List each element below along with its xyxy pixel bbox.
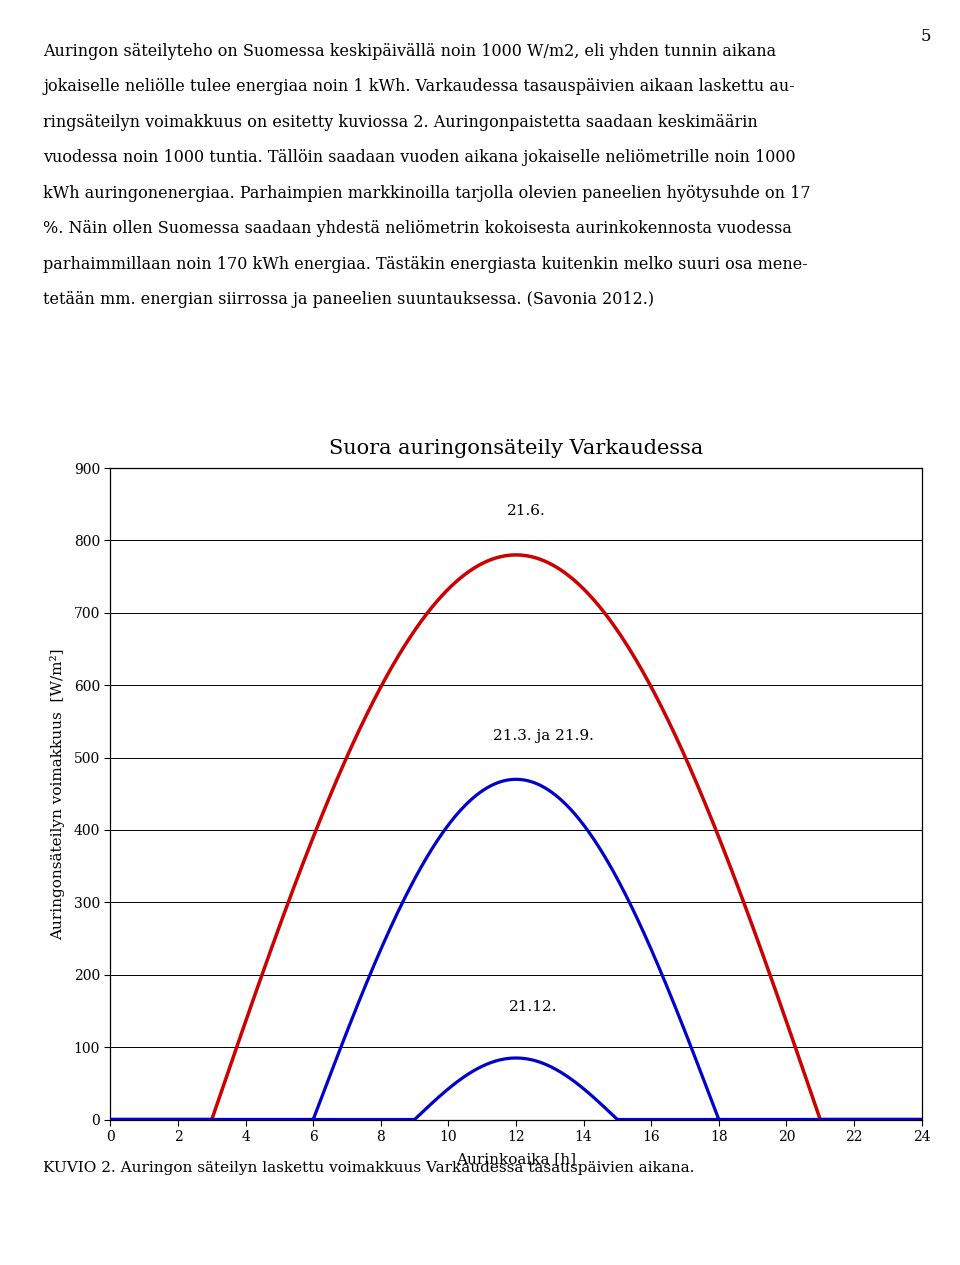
- X-axis label: Aurinkoaika [h]: Aurinkoaika [h]: [456, 1152, 576, 1166]
- Text: tetään mm. energian siirrossa ja paneelien suuntauksessa. (Savonia 2012.): tetään mm. energian siirrossa ja paneeli…: [43, 291, 655, 307]
- Text: 21.3. ja 21.9.: 21.3. ja 21.9.: [492, 729, 593, 743]
- Text: 5: 5: [921, 28, 931, 44]
- Text: ringsäteilyn voimakkuus on esitetty kuviossa 2. Auringonpaistetta saadaan keskim: ringsäteilyn voimakkuus on esitetty kuvi…: [43, 114, 758, 130]
- Text: parhaimmillaan noin 170 kWh energiaa. Tästäkin energiasta kuitenkin melko suuri : parhaimmillaan noin 170 kWh energiaa. Tä…: [43, 256, 808, 272]
- Text: KUVIO 2. Auringon säteilyn laskettu voimakkuus Varkaudessa tasauspäivien aikana.: KUVIO 2. Auringon säteilyn laskettu voim…: [43, 1161, 695, 1175]
- Text: 21.12.: 21.12.: [509, 1001, 557, 1015]
- Text: kWh auringonenergiaa. Parhaimpien markkinoilla tarjolla olevien paneelien hyötys: kWh auringonenergiaa. Parhaimpien markki…: [43, 185, 811, 201]
- Text: 21.6.: 21.6.: [507, 505, 545, 519]
- Text: vuodessa noin 1000 tuntia. Tällöin saadaan vuoden aikana jokaiselle neliömetrill: vuodessa noin 1000 tuntia. Tällöin saada…: [43, 149, 796, 166]
- Title: Suora auringonsäteily Varkaudessa: Suora auringonsäteily Varkaudessa: [329, 439, 703, 458]
- Text: %. Näin ollen Suomessa saadaan yhdestä neliömetrin kokoisesta aurinkokennosta vu: %. Näin ollen Suomessa saadaan yhdestä n…: [43, 220, 792, 237]
- Text: jokaiselle neliölle tulee energiaa noin 1 kWh. Varkaudessa tasauspäivien aikaan : jokaiselle neliölle tulee energiaa noin …: [43, 78, 795, 95]
- Text: Auringon säteilyteho on Suomessa keskipäivällä noin 1000 W/m2, eli yhden tunnin : Auringon säteilyteho on Suomessa keskipä…: [43, 43, 777, 59]
- Y-axis label: Auringonsäteilyn voimakkuus  [W/m²]: Auringonsäteilyn voimakkuus [W/m²]: [50, 648, 65, 940]
